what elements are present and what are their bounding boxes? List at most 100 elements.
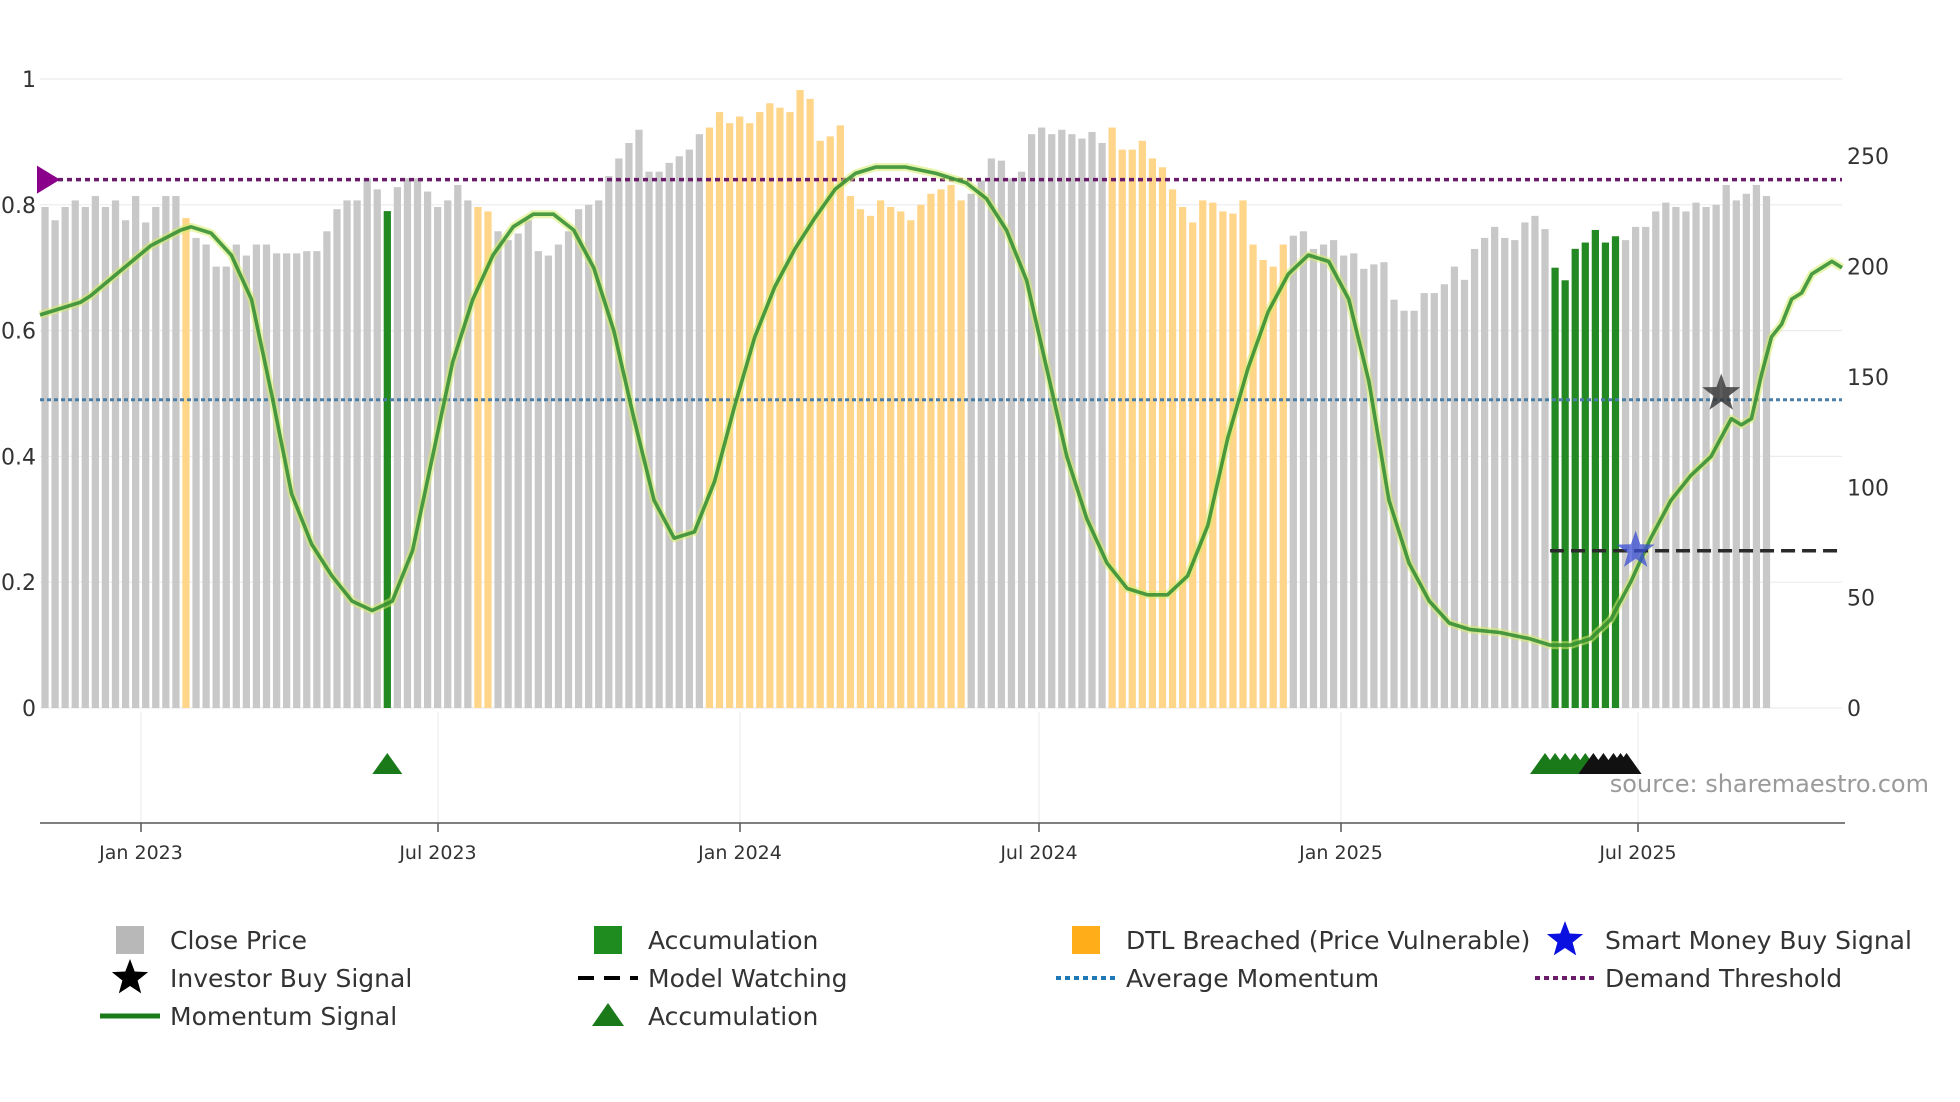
close-price-bar [242,255,250,708]
legend-star-icon [1546,921,1584,956]
y-right-tick-label: 50 [1847,587,1875,612]
legend: Close Price Accumulation DTL Breached (Pri… [100,921,1912,1031]
close-price-bar [1501,237,1509,708]
dtl-breached-bar [876,200,885,708]
close-price-bar [1460,279,1469,708]
close-price-bar [1692,202,1700,708]
dtl-breached-bar [1189,222,1197,708]
accumulation-bar [1581,242,1589,709]
close-price-bar [212,266,220,708]
close-price-bar [444,200,452,708]
dtl-breached-bar [1269,266,1277,708]
close-price-bar [695,134,704,709]
close-price-bar [1621,240,1630,708]
close-price-bar [1038,127,1046,708]
close-price-bar [625,143,633,708]
close-price-bar [1521,222,1529,708]
legend-label: Momentum Signal [170,1002,397,1031]
axes-layer: Jan 2023 Jul 2023 Jan 2024 Jul 2024 Jan 2025… [1,68,1889,864]
close-price-bar [635,129,643,708]
dtl-breached-bar [1259,259,1267,708]
legend-entry: Average Momentum [1056,964,1379,993]
close-price-bar [1712,204,1720,709]
close-price-bar [142,222,150,708]
y-left-tick-label: 0.4 [1,445,36,470]
close-price-bar [423,191,432,709]
close-price-bar [977,180,985,708]
legend-entry: Investor Buy Signal [111,959,412,994]
close-price-bar [1027,134,1036,709]
dtl-breached-bar [846,195,855,708]
close-price-bar [564,231,573,708]
close-price-bar [152,207,160,708]
accumulation-triangle [372,753,403,774]
dtl-breached-bar [866,215,875,708]
close-price-bar [1360,268,1368,708]
close-price-bar [514,233,522,709]
close-price-bar [51,220,59,708]
close-price-bar [1531,215,1539,708]
close-price-bar [121,220,130,708]
close-price-bar [262,244,271,709]
dtl-breached-bar [1128,149,1136,708]
dtl-breached-bar [796,90,804,708]
close-price-bar [343,200,351,708]
close-price-bar [1319,244,1328,709]
dtl-breached-bar [1279,244,1287,709]
close-price-bar [61,207,69,708]
close-price-bar [534,251,542,708]
close-price-bar [1098,143,1106,708]
dtl-breached-bar [756,112,764,708]
close-price-bar [585,204,593,709]
dtl-breached-bar [806,98,814,708]
close-price-bar [1672,207,1680,708]
close-price-bar [1652,211,1660,708]
dtl-breached-bar [786,112,794,708]
close-price-bar [1732,200,1740,708]
close-price-bar [111,200,120,708]
close-price-bar [1470,248,1479,708]
accumulation-triangle [1611,753,1642,774]
close-price-bar [1078,138,1086,708]
close-price-bar [494,231,502,708]
legend-entry: Demand Threshold [1535,964,1842,993]
close-price-bar [333,209,341,708]
y-right-tick-label: 150 [1847,366,1889,391]
x-tick-label: Jan 2024 [697,842,782,864]
smart-money-buy-signal-star [1616,530,1655,567]
dtl-breached-bar [826,136,834,709]
dtl-breached-bar [1229,213,1237,709]
legend-label: Investor Buy Signal [170,964,412,993]
close-price-bar [595,200,603,708]
close-price-bar [685,149,693,708]
close-price-bar [967,193,975,709]
dtl-breached-bar [1209,202,1217,708]
close-price-bar [1420,293,1428,708]
x-tick-label: Jul 2025 [1598,842,1676,864]
legend-swatch [594,926,622,954]
close-price-bar [574,209,583,708]
close-price-bar [172,195,180,708]
close-price-bar [252,244,261,709]
close-price-bar [353,200,361,708]
dtl-breached-bar [1118,149,1126,708]
close-price-bar [504,240,512,708]
legend-swatch [116,926,144,954]
close-price-bar [987,158,995,708]
source-label: source: sharemaestro.com [1610,770,1929,798]
close-price-bar [232,244,240,709]
momentum-signal-line [39,165,1843,647]
y-right-tick-label: 100 [1847,476,1889,501]
dtl-breached-bar [1108,127,1116,708]
legend-entry: Momentum Signal [100,1002,397,1031]
dtl-breached-bar [937,189,945,708]
close-price-bar [1642,226,1650,708]
y-right-tick-label: 0 [1847,697,1861,722]
legend-entry: Close Price [116,926,307,955]
close-price-bar [1410,310,1418,708]
close-price-bar [605,176,613,708]
accumulation-bar [1591,229,1599,708]
legend-label: Demand Threshold [1605,964,1842,993]
close-price-bar [645,171,653,709]
dtl-breached-bar [1148,158,1157,708]
